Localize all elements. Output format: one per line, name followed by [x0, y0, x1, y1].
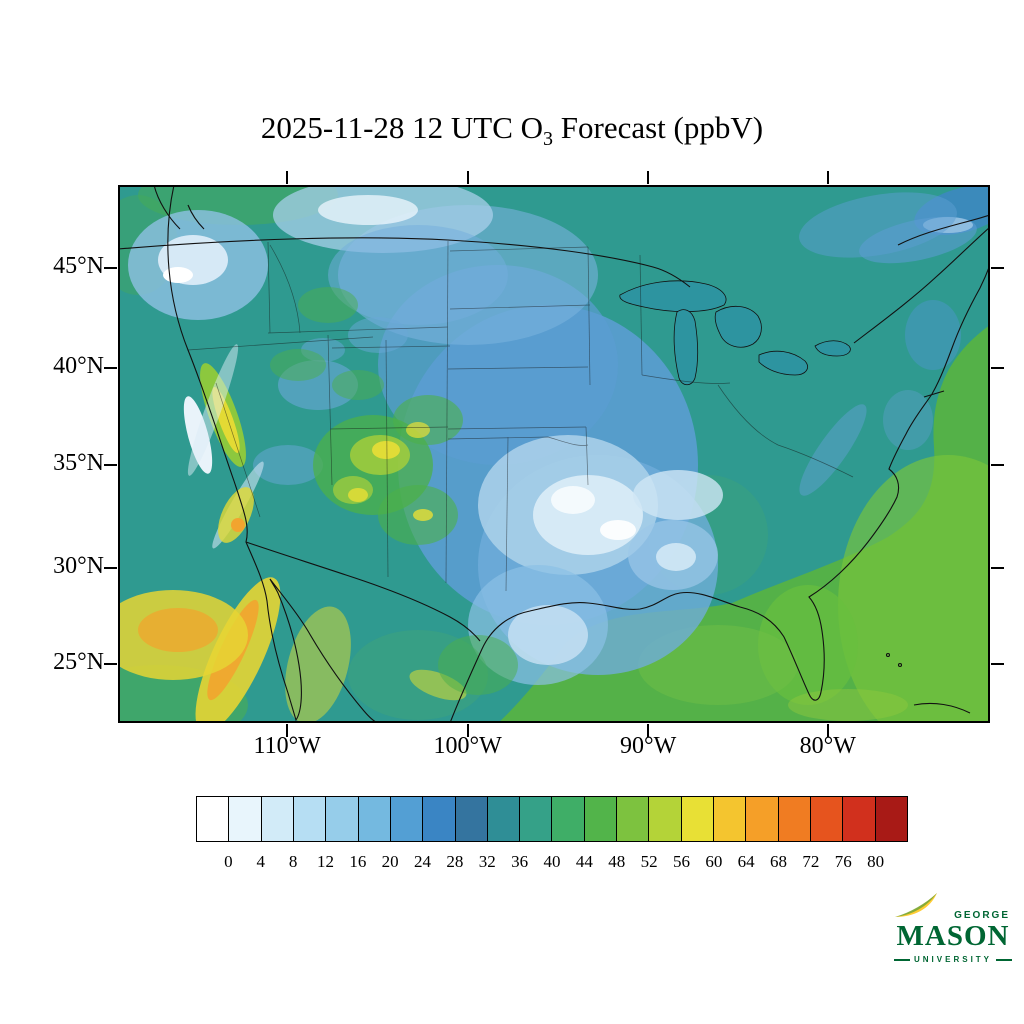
gmu-logo: GEORGE MASON UNIVERSITY [894, 893, 1013, 964]
lon-tick-label: 100°W [433, 733, 502, 759]
colorbar-tick-label: 40 [543, 852, 561, 871]
lon-tick-label: 80°W [799, 733, 856, 759]
colorbar-cell [551, 796, 585, 842]
gmu-logo-top: GEORGE [894, 893, 1012, 922]
axis-tick [991, 662, 1004, 665]
great-lakes [619, 280, 851, 386]
colorbar-tick-label: 12 [316, 852, 334, 871]
gmu-logo-university-row: UNIVERSITY [894, 955, 1013, 964]
map-frame-border [118, 185, 990, 723]
subscript-3: 3 [543, 128, 554, 151]
title-prefix: 2025-11-28 12 UTC O [260, 110, 544, 145]
colorbar-tick-label: 20 [381, 852, 399, 871]
axis-tick [104, 266, 117, 269]
colorbar-cell [454, 796, 488, 842]
axis-tick [991, 266, 1004, 269]
lon-tick-label: 110°W [253, 733, 321, 759]
lat-tick-label: 30°N [53, 553, 104, 580]
colorbar-tick-label: 48 [608, 852, 626, 871]
axis-tick [104, 567, 117, 570]
colorbar-tick-label: 80 [867, 852, 885, 871]
lat-tick-label: 25°N [53, 648, 104, 675]
lat-tick-label: 45°N [53, 252, 104, 279]
colorbar-cell [357, 796, 391, 842]
colorbar-cell [486, 796, 521, 842]
colorbar-cell [874, 796, 908, 842]
colorbar-tick-label: 28 [446, 852, 464, 871]
ozone-field [118, 185, 990, 723]
axis-tick [991, 366, 1004, 369]
axis-tick [286, 724, 289, 737]
colorbar-cell [196, 796, 230, 842]
coastlines [118, 185, 990, 723]
colorbar-cell [228, 796, 262, 842]
figure-title: 2025-11-28 12 UTC O3 Forecast (ppbV) [0, 110, 1024, 151]
colorbar-tick-label: 24 [414, 852, 432, 871]
colorbar-tick-label: 8 [288, 852, 298, 871]
colorbar-cell [389, 796, 424, 842]
axis-tick [104, 662, 117, 665]
axis-tick [104, 463, 117, 466]
colorbar-cell [842, 796, 876, 842]
colorbar-cell [519, 796, 553, 842]
axis-tick [466, 724, 469, 737]
colorbar-tick-label: 76 [834, 852, 852, 871]
colorbar-tick-label: 56 [672, 852, 690, 871]
colorbar-cell [325, 796, 359, 842]
logo-right-bar [996, 958, 1013, 961]
colorbar-cell [260, 796, 294, 842]
colorbar [196, 796, 908, 842]
colorbar-tick-label: 36 [511, 852, 529, 871]
colorbar-cell [422, 796, 456, 842]
state-borders [187, 240, 854, 592]
colorbar-cell [680, 796, 714, 842]
colorbar-cell [583, 796, 618, 842]
axis-tick [466, 171, 469, 184]
colorbar-tick-label: 52 [640, 852, 658, 871]
axis-tick [104, 366, 117, 369]
colorbar-cell [745, 796, 779, 842]
colorbar-cell [809, 796, 844, 842]
axis-tick [826, 724, 829, 737]
lat-tick-label: 40°N [53, 352, 104, 379]
colorbar-cell [648, 796, 682, 842]
axis-tick [991, 463, 1004, 466]
axis-tick [991, 567, 1004, 570]
map-svg [118, 185, 990, 723]
lon-tick-label: 90°W [620, 733, 677, 759]
title-suffix: Forecast (ppbV) [553, 110, 764, 145]
colorbar-tick-label: 60 [705, 852, 723, 871]
gmu-logo-george: GEORGE [954, 910, 1010, 921]
gmu-logo-mason: MASON [896, 920, 1010, 952]
axis-tick [826, 171, 829, 184]
colorbar-tick-label: 0 [224, 852, 233, 871]
gmu-logo-university: UNIVERSITY [914, 955, 993, 964]
gmu-swoosh-icon [895, 893, 937, 917]
axis-tick [647, 724, 650, 737]
colorbar-cell [292, 796, 327, 842]
colorbar-cell [616, 796, 650, 842]
colorbar-labels: 0 4 8 12 16 20 24 28 32 36 40 44 48 52 56 60 64 68 72 76 80 [196, 852, 908, 874]
lat-tick-label: 35°N [53, 449, 104, 476]
forecast-map [118, 185, 990, 723]
logo-left-bar [894, 958, 910, 961]
colorbar-tick-label: 32 [478, 852, 496, 871]
axis-tick [647, 171, 650, 184]
colorbar-cell [713, 796, 747, 842]
axis-tick [286, 171, 289, 184]
colorbar-tick-label: 16 [349, 852, 367, 871]
colorbar-tick-label: 44 [575, 852, 593, 871]
colorbar-tick-label: 64 [737, 852, 755, 871]
colorbar-cell [777, 796, 811, 842]
colorbar-tick-label: 4 [256, 852, 265, 871]
colorbar-tick-label: 68 [770, 852, 788, 871]
colorbar-tick-label: 72 [802, 852, 820, 871]
